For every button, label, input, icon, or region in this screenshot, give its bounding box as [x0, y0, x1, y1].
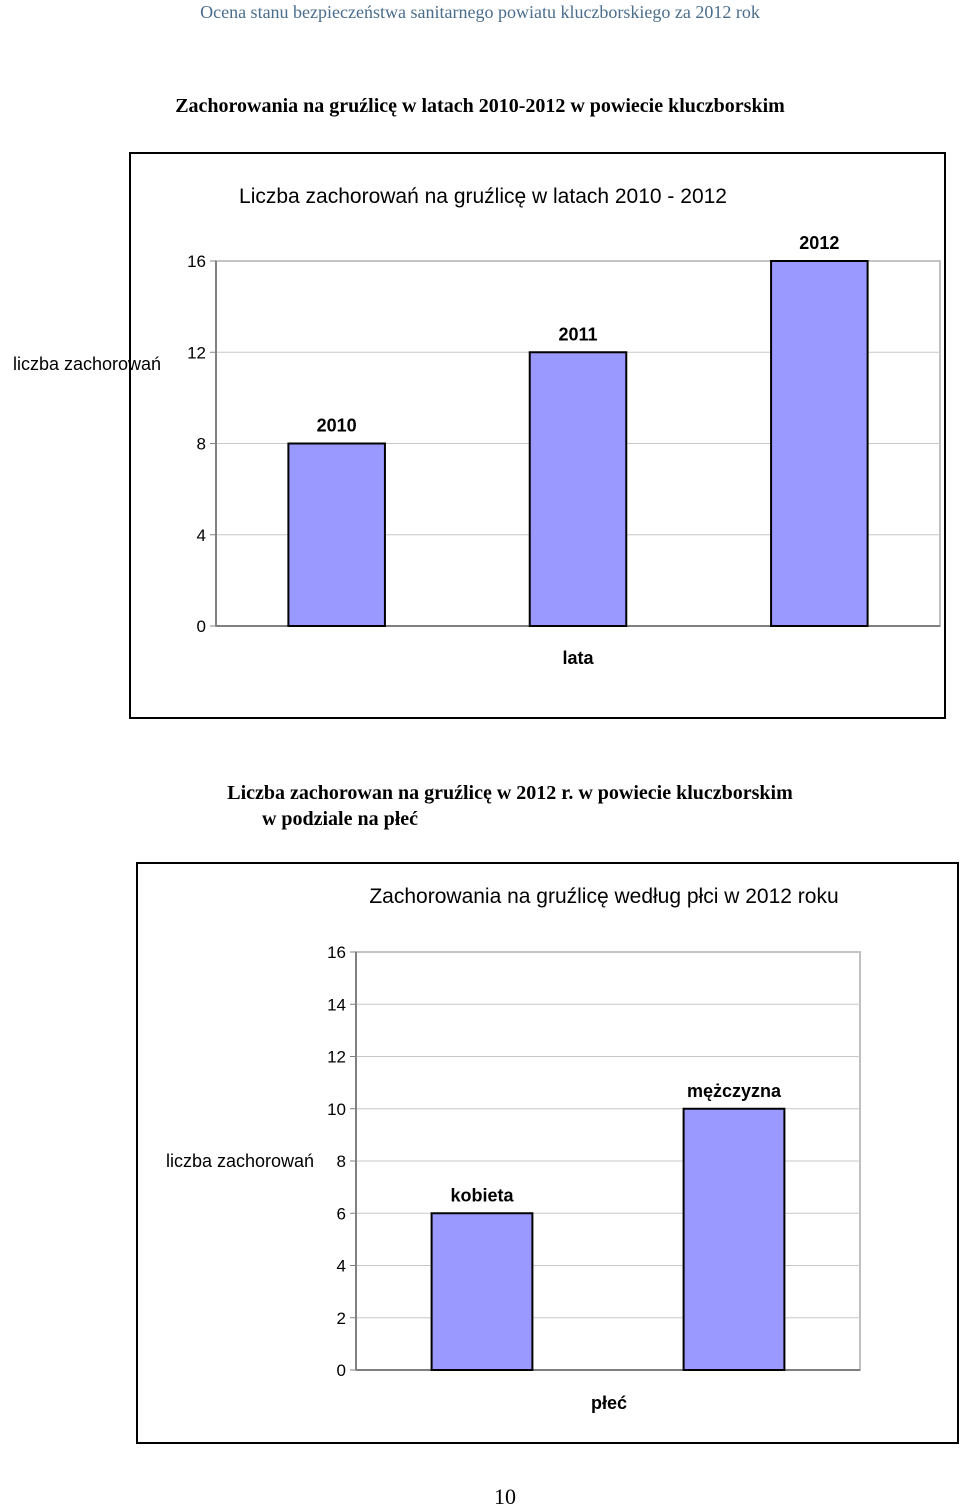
- x-axis-label: lata: [562, 648, 594, 668]
- chart-gender: Zachorowania na gruźlicę według płci w 2…: [166, 885, 861, 1413]
- y-tick-label: 8: [197, 435, 206, 454]
- data-label: 2012: [799, 233, 839, 253]
- y-tick-label: 8: [337, 1152, 346, 1171]
- page-header: Ocena stanu bezpieczeństwa sanitarnego p…: [200, 2, 760, 22]
- y-axis-label: liczba zachorowań: [13, 354, 161, 374]
- chart-years: Liczba zachorowań na gruźlicę w latach 2…: [13, 185, 941, 668]
- y-tick-label: 14: [327, 995, 346, 1014]
- chart-title: Liczba zachorowań na gruźlicę w latach 2…: [239, 185, 727, 208]
- y-tick-label: 10: [327, 1100, 346, 1119]
- y-tick-label: 16: [327, 943, 346, 962]
- data-label: 2011: [558, 324, 597, 344]
- y-tick-label: 6: [337, 1204, 346, 1223]
- chart-gender-frame: [136, 862, 959, 1444]
- bar-kobieta: [430, 1212, 534, 1371]
- section-title-gender-line2: w podziale na płeć: [261, 808, 419, 830]
- section-title-years: Zachorowania na gruźlicę w latach 2010-2…: [175, 95, 785, 117]
- data-label: mężczyzna: [687, 1081, 782, 1101]
- y-tick-label: 12: [327, 1048, 346, 1067]
- y-tick-label: 16: [187, 252, 206, 271]
- data-label: kobieta: [450, 1185, 514, 1205]
- y-tick-label: 0: [197, 617, 206, 636]
- bar-2012: [770, 260, 869, 627]
- y-tick-label: 4: [337, 1257, 346, 1276]
- y-tick-label: 0: [337, 1361, 346, 1380]
- x-axis-label: płeć: [591, 1393, 627, 1413]
- bar-mężczyzna: [682, 1107, 786, 1371]
- chart-title: Zachorowania na gruźlicę według płci w 2…: [369, 885, 838, 908]
- y-axis-label: liczba zachorowań: [166, 1151, 314, 1171]
- bar-2010: [287, 442, 386, 627]
- page-number: 10: [494, 1484, 516, 1509]
- y-tick-label: 12: [187, 343, 206, 362]
- data-label: 2010: [317, 416, 357, 436]
- bar-2011: [528, 351, 628, 627]
- section-title-gender-line1: Liczba zachorowan na gruźlicę w 2012 r. …: [227, 782, 793, 804]
- y-tick-label: 4: [197, 526, 206, 545]
- y-tick-label: 2: [337, 1309, 346, 1328]
